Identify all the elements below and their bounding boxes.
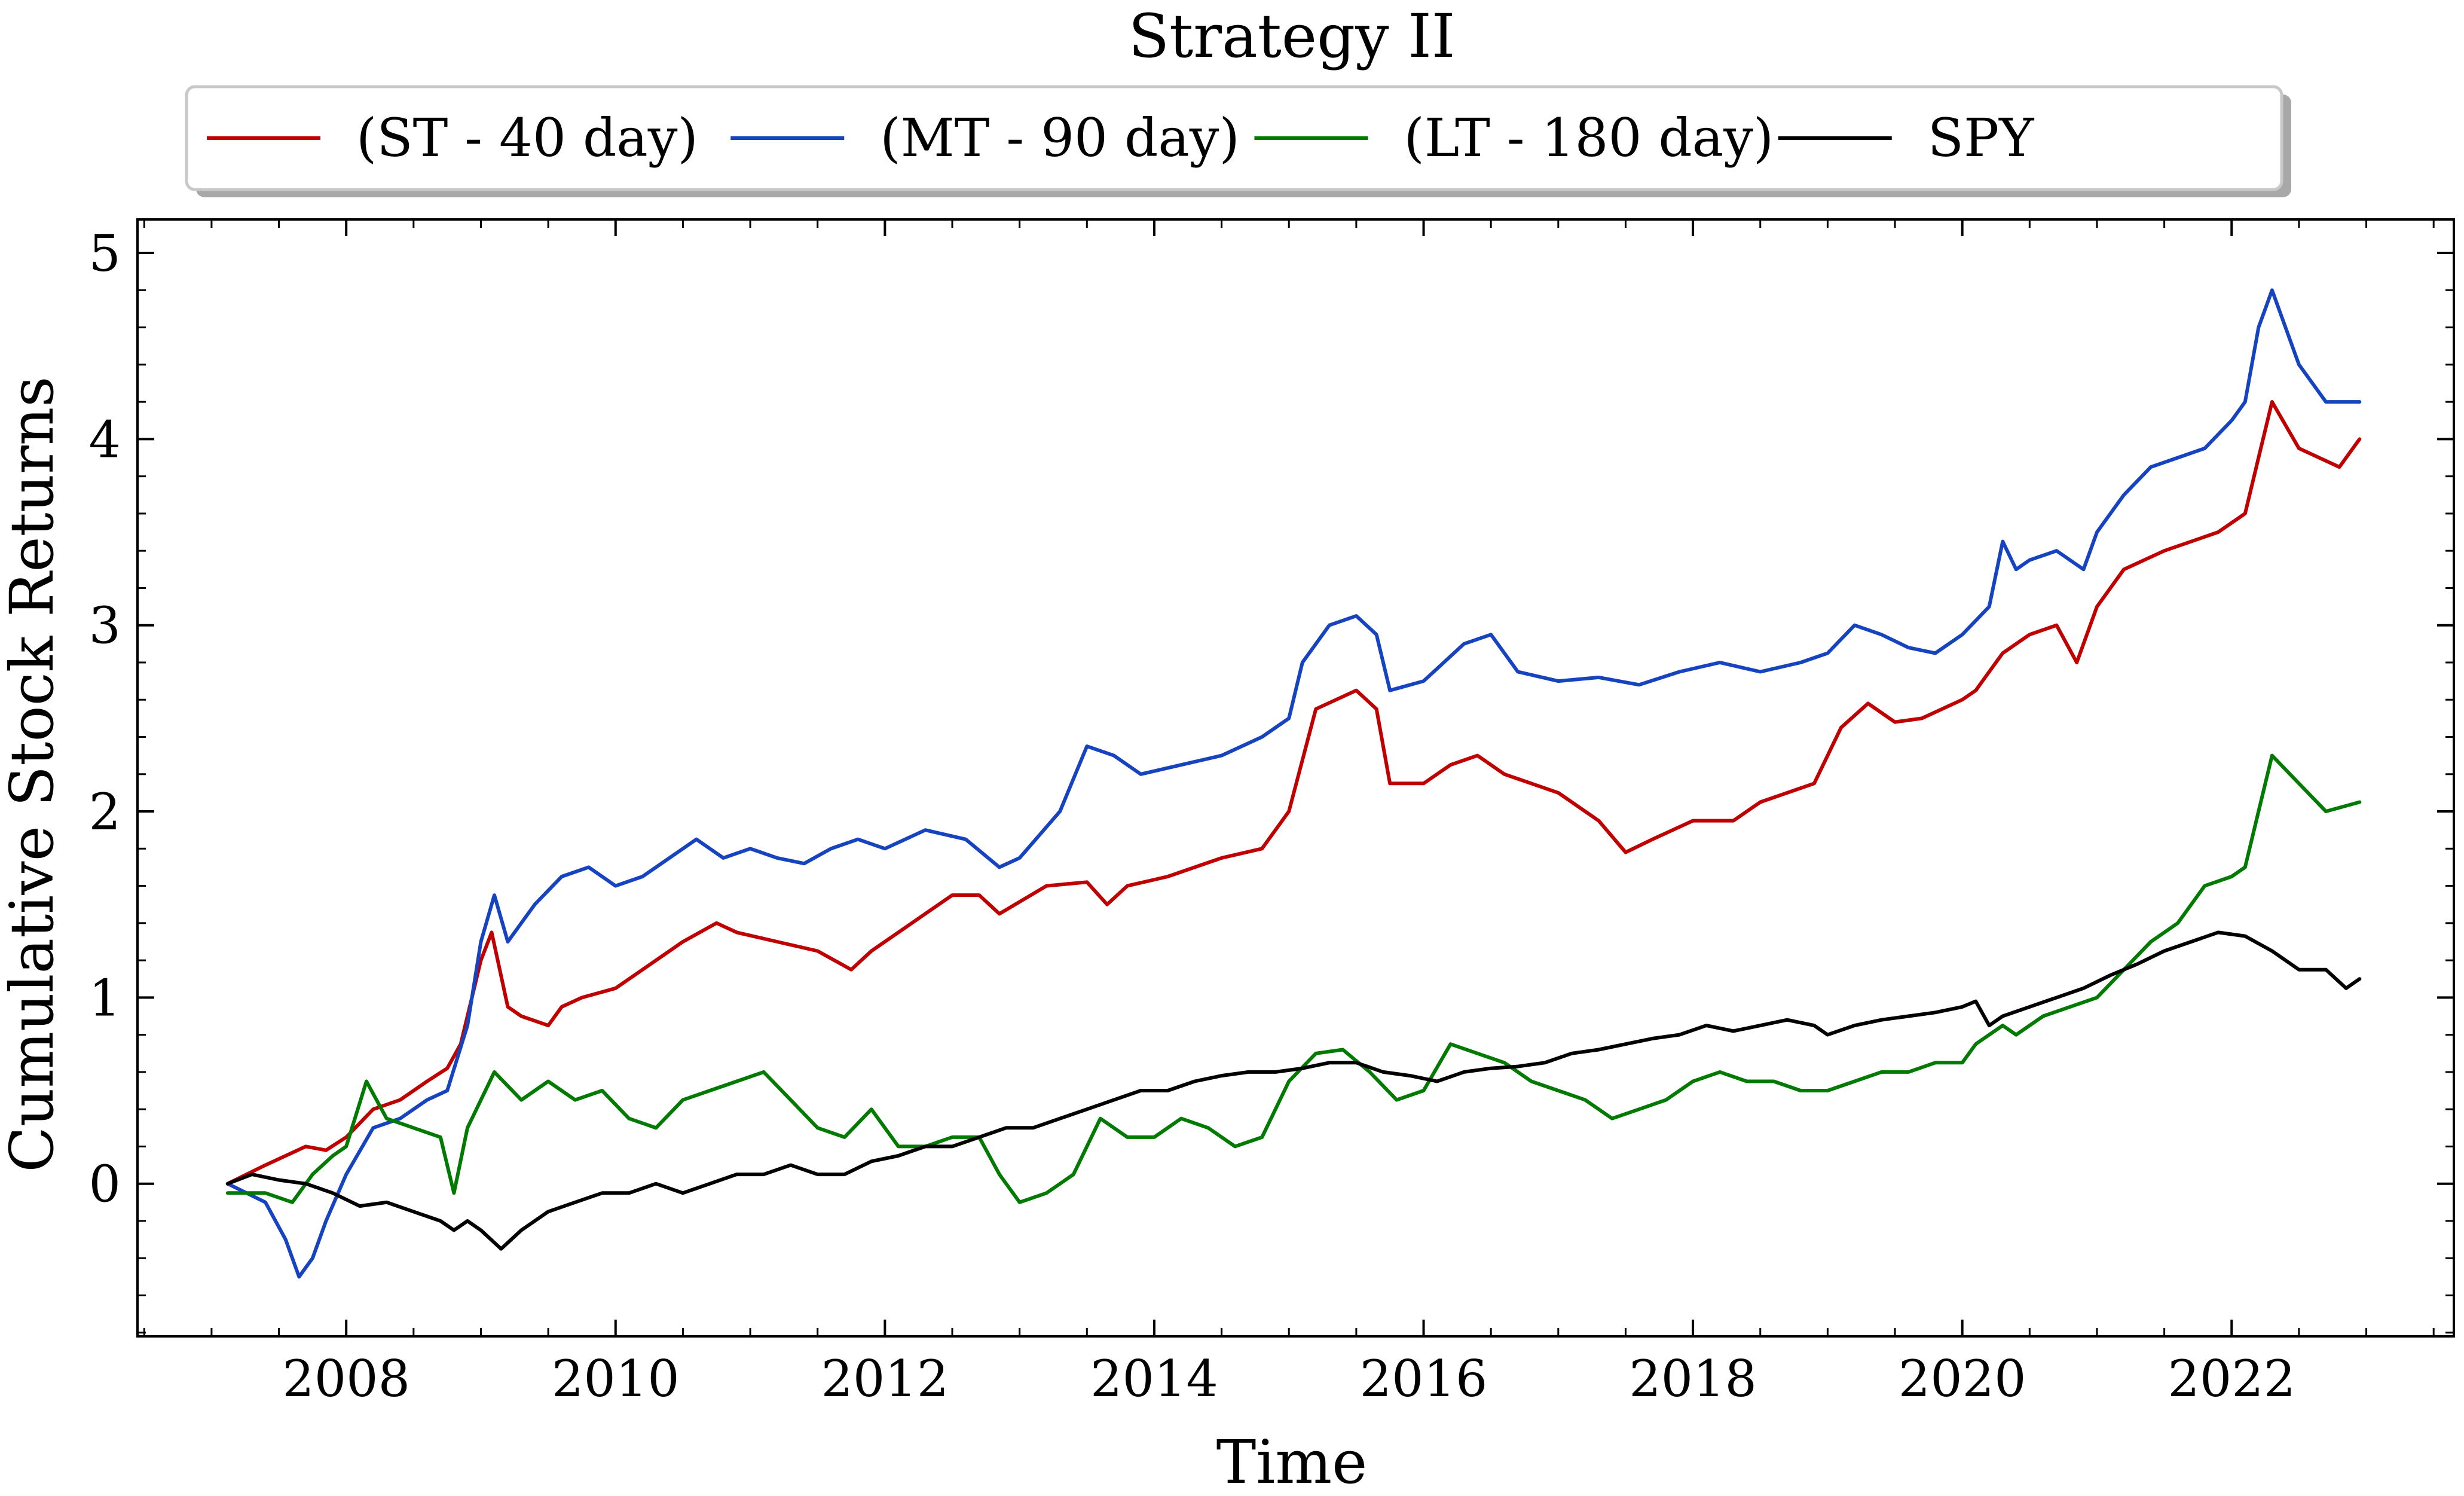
y-tick-label: 5	[89, 224, 121, 283]
plot-frame	[136, 218, 2455, 1338]
legend-label-st-40-day: (ST - 40 day)	[356, 107, 698, 169]
chart-title: Strategy II	[1129, 1, 1456, 71]
x-tick-label: 2012	[821, 1350, 949, 1408]
y-tick-label: 1	[89, 969, 121, 1027]
y-tick-label: 4	[89, 410, 121, 469]
y-axis-label: Cumulative Stock Returns	[0, 376, 67, 1172]
x-tick-label: 2016	[1360, 1350, 1488, 1408]
x-axis-label: Time	[1216, 1427, 1368, 1496]
legend-label-lt-180-day: (LT - 180 day)	[1404, 107, 1774, 169]
series-line-spy	[225, 930, 2362, 1251]
series-group	[225, 288, 2362, 1279]
series-line-mt-90-day	[225, 288, 2362, 1279]
x-tick-label: 2014	[1090, 1350, 1218, 1408]
x-tick-label: 2018	[1629, 1350, 1757, 1408]
series-line-st-40-day	[225, 400, 2362, 1186]
x-tick-label: 2008	[282, 1350, 410, 1408]
legend-box	[185, 85, 2283, 191]
series-line-lt-180-day	[225, 753, 2362, 1204]
ticks: 2008 2010 2012 2014 2016 2018 2020 2022 0 1 2 3 4 5	[89, 219, 2454, 1408]
x-tick-label: 2020	[1899, 1350, 2026, 1408]
legend-label-spy: SPY	[1928, 107, 2034, 169]
y-tick-label: 3	[89, 597, 121, 655]
legend: (ST - 40 day) (MT - 90 day) (LT - 180 day)…	[185, 85, 2291, 197]
y-tick-label: 0	[89, 1155, 121, 1214]
x-tick-label: 2022	[2168, 1350, 2295, 1408]
legend-label-mt-90-day: (MT - 90 day)	[880, 107, 1240, 169]
y-tick-label: 2	[89, 783, 121, 841]
x-tick-label: 2010	[552, 1350, 680, 1408]
